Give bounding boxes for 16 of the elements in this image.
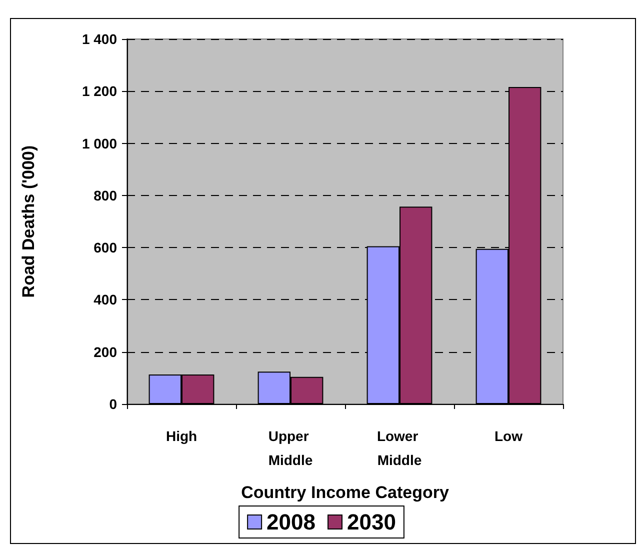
y-axis-title: Road Deaths ('000): [19, 145, 38, 298]
y-tick-label: 1 000: [82, 135, 118, 152]
y-tick-label: 1 400: [82, 31, 118, 47]
x-tick-label: Lower Middle: [376, 428, 422, 468]
x-tick-label: Low: [494, 428, 523, 444]
y-tick-label: 400: [94, 292, 118, 308]
legend-label: 2030: [347, 510, 396, 534]
x-tick-label: High: [166, 428, 198, 444]
y-tick-label: 600: [94, 240, 118, 256]
x-tick-label: Upper Middle: [268, 428, 313, 468]
y-tick-label: 800: [94, 187, 118, 204]
y-tick-label: 1 200: [82, 83, 118, 100]
legend-label: 2008: [266, 510, 316, 534]
x-axis-title: Country Income Category: [241, 483, 450, 502]
y-tick-label: 0: [109, 396, 118, 412]
y-tick-label: 200: [94, 344, 118, 360]
